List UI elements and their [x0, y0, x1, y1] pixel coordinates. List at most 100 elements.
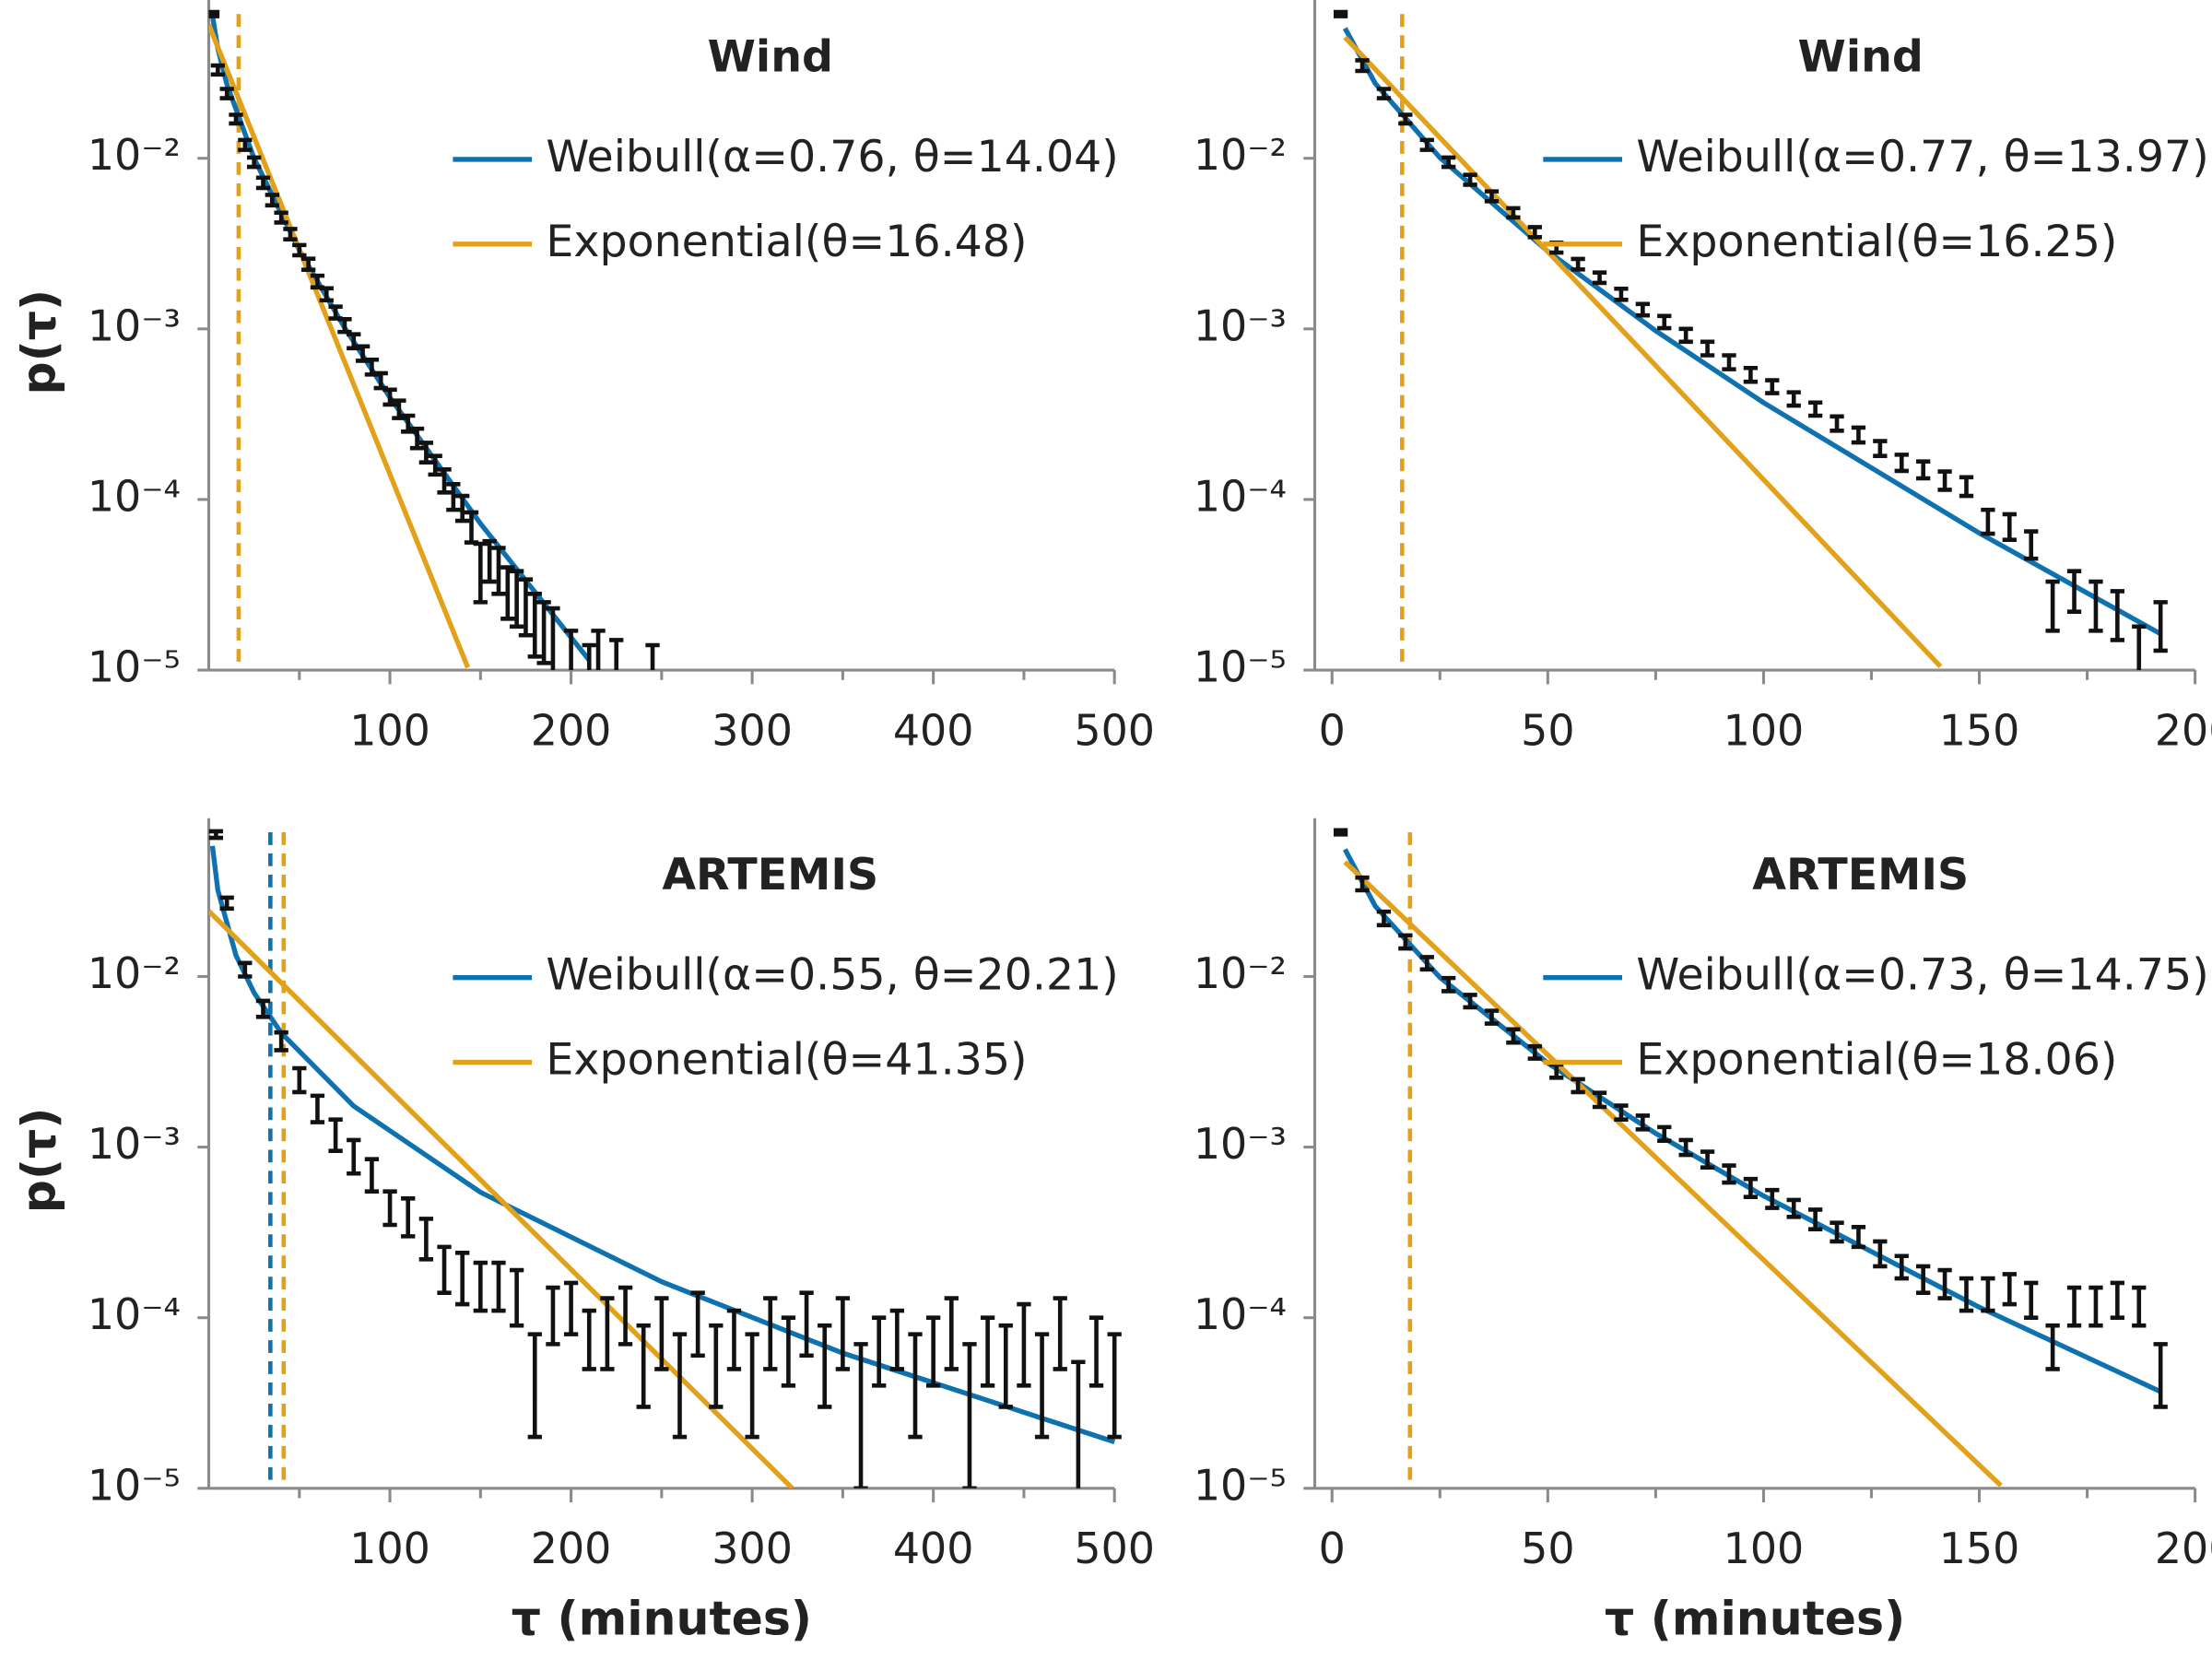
x-tick-label: 200 — [531, 705, 612, 755]
error-bar — [473, 541, 488, 605]
y-axis-label: p(τ) — [11, 289, 65, 395]
error-bar — [726, 1308, 742, 1371]
plot-area — [208, 829, 1122, 1488]
error-bar — [998, 1323, 1013, 1409]
error-bar — [247, 155, 262, 170]
error-bar — [1484, 189, 1500, 204]
error-bar — [229, 112, 243, 126]
error-bar — [401, 413, 416, 434]
error-bar — [255, 998, 271, 1019]
error-bar — [208, 829, 224, 841]
legend-label: Weibull(α=0.55, θ=20.21) — [546, 950, 1118, 1001]
error-bar — [1017, 1301, 1031, 1388]
error-bar — [300, 256, 316, 273]
legend-label: Exponential(θ=18.06) — [1636, 1035, 2117, 1086]
x-tick-label: 150 — [1939, 1524, 2020, 1573]
plot-area — [1333, 828, 2168, 1488]
error-bar — [1107, 1332, 1122, 1440]
error-bar — [1873, 439, 1888, 458]
x-tick-label: 200 — [2155, 1524, 2212, 1573]
x-tick-label: 300 — [712, 1524, 793, 1573]
error-bar — [1851, 1225, 1866, 1250]
x-tick-label: 200 — [2155, 705, 2212, 755]
error-bar — [818, 1323, 832, 1409]
error-bar — [2153, 1342, 2168, 1409]
error-bar — [1376, 87, 1392, 100]
error-bar — [690, 1290, 705, 1359]
error-bar — [962, 1342, 977, 1488]
error-bar — [1678, 326, 1693, 345]
y-tick-label: 10⁻⁵ — [1194, 642, 1287, 692]
panel-title: ARTEMIS — [662, 850, 878, 900]
error-bar — [1071, 1359, 1086, 1488]
error-bar — [2002, 1272, 2017, 1307]
error-bar — [926, 1315, 941, 1388]
x-tick-label: 100 — [1724, 705, 1805, 755]
error-bar — [292, 1065, 307, 1095]
plot-area — [208, 9, 660, 671]
y-tick-label: 10⁻² — [1194, 948, 1287, 998]
error-bar — [527, 1332, 542, 1440]
error-bar — [418, 441, 434, 465]
fit-line — [208, 23, 471, 669]
x-tick-label: 100 — [349, 1524, 430, 1573]
error-bar — [944, 1296, 959, 1371]
error-bar — [1765, 378, 1780, 395]
error-bar — [401, 1196, 416, 1239]
error-bar — [1506, 1027, 1521, 1045]
error-bar — [872, 1315, 887, 1388]
error-bar — [319, 286, 334, 303]
error-bar — [274, 1030, 288, 1053]
error-bar — [889, 1308, 904, 1371]
panel-title: Wind — [708, 31, 833, 82]
error-bar — [654, 1296, 669, 1371]
error-bar — [328, 304, 343, 321]
error-bar — [1700, 339, 1715, 358]
error-bar — [1419, 955, 1434, 972]
error-bar — [382, 1189, 397, 1228]
error-bar — [1333, 9, 1348, 18]
error-bar — [1592, 270, 1607, 286]
error-bar — [600, 1296, 615, 1371]
y-tick-label: 10⁻² — [88, 130, 181, 180]
x-tick-label: 200 — [531, 1524, 612, 1573]
error-bar — [428, 453, 442, 477]
error-bar — [1571, 1077, 1585, 1095]
fit-line — [1343, 860, 2003, 1488]
legend-label: Exponential(θ=16.48) — [546, 217, 1027, 267]
error-bar — [1937, 1267, 1952, 1300]
panel: 10⁻⁵ 10⁻⁴ 10⁻³ 10⁻² 0 50 100 150 200 Wind Weibull(… — [1194, 0, 2212, 755]
error-bar — [1527, 1043, 1542, 1061]
error-bar — [2110, 589, 2125, 642]
error-bar — [2024, 529, 2039, 561]
error-bar — [1981, 507, 1995, 536]
error-bar — [292, 242, 307, 258]
error-bar — [1398, 112, 1413, 126]
error-bar — [255, 175, 271, 191]
legend-label: Weibull(α=0.73, θ=14.75) — [1636, 950, 2208, 1001]
error-bar — [418, 1217, 434, 1262]
error-bar — [1398, 933, 1413, 951]
error-bar — [546, 1285, 560, 1347]
error-bar — [509, 1267, 524, 1328]
error-bar — [328, 1117, 343, 1154]
error-bar — [409, 426, 425, 451]
error-bar — [238, 137, 253, 152]
error-bar — [618, 1285, 633, 1347]
error-bar — [491, 546, 506, 596]
error-bar — [1635, 301, 1651, 318]
error-bar — [1807, 1207, 1823, 1232]
legend-label: Exponential(θ=41.35) — [546, 1035, 1027, 1086]
error-bar — [1765, 1187, 1780, 1210]
error-bar — [455, 1251, 470, 1307]
error-bar — [238, 960, 253, 979]
error-bar — [1786, 1197, 1801, 1219]
error-bar — [219, 87, 234, 100]
y-axis-label: p(τ) — [11, 1108, 65, 1214]
error-bar — [1034, 1332, 1050, 1440]
x-axis-label: τ (minutes) — [1605, 1592, 1905, 1646]
error-bar — [219, 895, 234, 912]
error-bar — [310, 1093, 325, 1124]
